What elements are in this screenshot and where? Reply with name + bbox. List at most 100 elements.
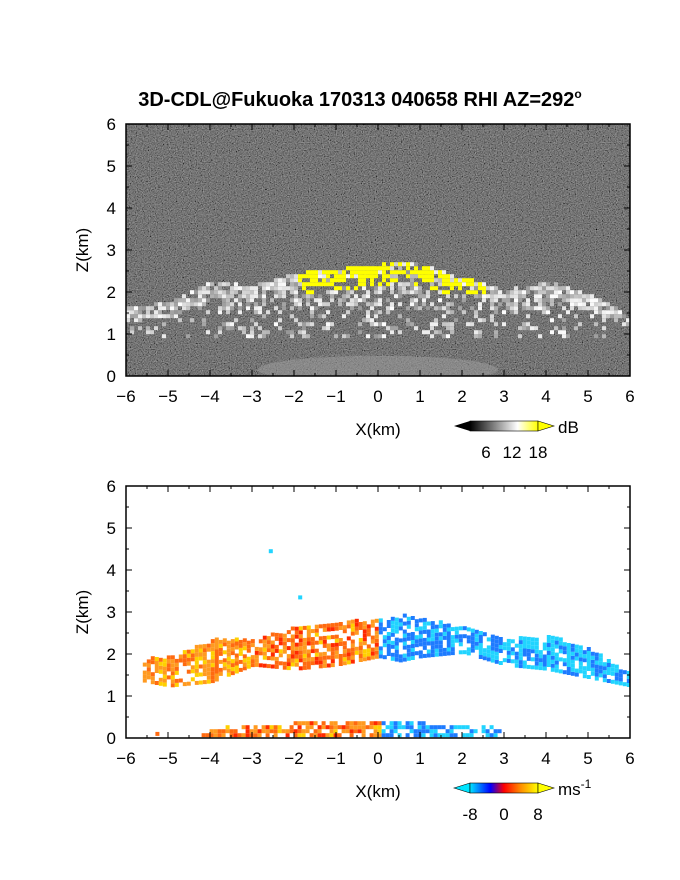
velocity-cell [394, 653, 399, 658]
reflectivity-cell [326, 310, 330, 315]
reflectivity-cell [330, 282, 334, 287]
reflectivity-cell [362, 274, 366, 279]
reflectivity-cell [182, 298, 186, 303]
reflectivity-cell [438, 282, 442, 287]
reflectivity-cell [390, 306, 394, 311]
reflectivity-cell [354, 286, 358, 291]
velocity-cell [225, 725, 230, 730]
reflectivity-cell [410, 298, 414, 303]
reflectivity-cell [138, 310, 142, 315]
velocity-cell [298, 634, 303, 639]
velocity-cell [534, 657, 539, 662]
reflectivity-cell [406, 266, 410, 271]
velocity-cell [489, 733, 494, 738]
velocity-cell [226, 640, 231, 645]
reflectivity-cell [198, 286, 202, 291]
y-tick-label: 2 [107, 645, 116, 664]
reflectivity-cell [262, 286, 266, 291]
velocity-cell [210, 675, 215, 680]
reflectivity-cell [202, 286, 206, 291]
velocity-cell [214, 637, 219, 642]
reflectivity-cell [526, 302, 530, 307]
reflectivity-cell [262, 314, 266, 319]
velocity-cell [290, 642, 295, 647]
reflectivity-cell [302, 326, 306, 331]
reflectivity-cell [394, 294, 398, 299]
reflectivity-cell [538, 334, 542, 339]
velocity-cell [606, 663, 611, 667]
velocity-cell [226, 660, 231, 665]
velocity-cell [294, 662, 299, 667]
velocity-cell [166, 663, 171, 668]
y-tick-label: 1 [107, 687, 116, 706]
reflectivity-cell [378, 322, 382, 327]
velocity-cell [578, 669, 583, 674]
velocity-cell [257, 733, 262, 738]
velocity-cell [445, 729, 450, 734]
velocity-cell [429, 733, 434, 738]
velocity-cell [366, 644, 371, 649]
velocity-cell [397, 721, 402, 726]
ground-clutter [258, 355, 498, 376]
velocity-cell [402, 621, 407, 626]
velocity-cell [174, 682, 179, 687]
reflectivity-cell [206, 298, 210, 303]
velocity-cell [170, 679, 175, 684]
velocity-cell [614, 676, 619, 681]
velocity-cell [430, 645, 435, 650]
velocity-cell [210, 655, 215, 660]
velocity-cell [226, 644, 231, 649]
reflectivity-cell [178, 318, 182, 323]
velocity-cell [230, 643, 235, 648]
reflectivity-cell [618, 310, 622, 315]
velocity-cell [269, 725, 274, 730]
velocity-cell [334, 626, 339, 631]
velocity-cell [290, 626, 295, 631]
reflectivity-cell [158, 310, 162, 315]
reflectivity-cell [514, 294, 518, 299]
reflectivity-cell [362, 270, 366, 275]
reflectivity-cell [334, 270, 338, 275]
velocity-cell [370, 651, 375, 656]
velocity-cell [382, 643, 387, 648]
velocity-cell [554, 656, 559, 661]
velocity-cell [594, 656, 599, 661]
velocity-cell [342, 657, 347, 662]
reflectivity-cell [562, 330, 566, 335]
reflectivity-cell [494, 310, 498, 315]
velocity-cell [570, 647, 575, 652]
reflectivity-cell [538, 302, 542, 307]
velocity-cell [218, 667, 223, 672]
reflectivity-cell [362, 282, 366, 287]
velocity-cell [402, 653, 407, 658]
reflectivity-cell [274, 322, 278, 327]
reflectivity-cell [394, 278, 398, 283]
velocity-cell [478, 639, 483, 643]
velocity-cell [170, 675, 175, 680]
velocity-cell [246, 648, 251, 653]
velocity-cell [546, 639, 551, 643]
reflectivity-cell [554, 286, 558, 291]
reflectivity-cell [570, 294, 574, 299]
velocity-cell [162, 682, 167, 687]
reflectivity-cell [198, 294, 202, 299]
velocity-cell [318, 640, 323, 645]
velocity-cell [570, 643, 575, 648]
velocity-cell [333, 729, 338, 734]
x-tick-label: 6 [625, 387, 634, 406]
velocity-cell [510, 639, 515, 644]
velocity-cell [273, 725, 278, 730]
velocity-cell [554, 664, 559, 669]
reflectivity-cell [302, 330, 306, 335]
velocity-cell [238, 651, 243, 656]
velocity-cell [338, 658, 343, 662]
velocity-cell [434, 628, 439, 633]
velocity-cell [350, 627, 355, 632]
velocity-cell [146, 663, 151, 668]
velocity-cell [586, 663, 591, 667]
velocity-cell [302, 637, 307, 642]
reflectivity-cell [446, 282, 450, 287]
velocity-cell [337, 733, 342, 738]
reflectivity-cell [594, 306, 598, 311]
reflectivity-cell [342, 286, 346, 291]
